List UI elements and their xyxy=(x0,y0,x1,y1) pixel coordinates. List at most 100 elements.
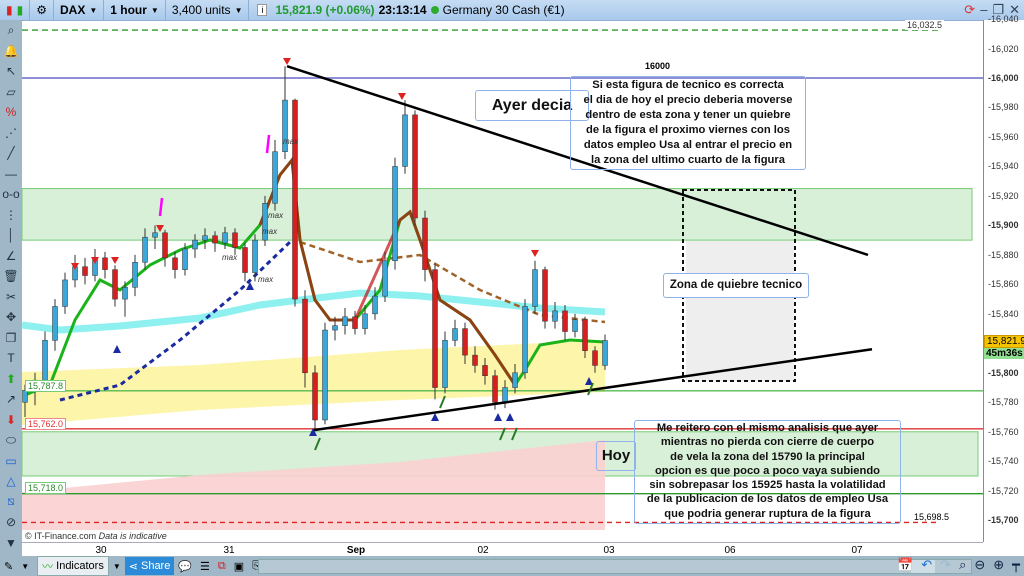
price-tick: -15,740 xyxy=(988,456,1019,467)
redo-icon[interactable]: ↷ xyxy=(940,557,952,572)
share-label: Share xyxy=(140,560,171,572)
pointer-icon[interactable]: ↖ xyxy=(5,64,17,79)
max-label: max xyxy=(222,253,238,262)
segment-icon[interactable]: ⋰ xyxy=(5,125,17,140)
candle-body xyxy=(342,316,348,326)
green-arrow-icon xyxy=(499,427,506,441)
more-icon[interactable]: ▼ xyxy=(5,535,17,550)
candle-body xyxy=(202,235,208,241)
instrument-select[interactable]: DAX ▼ xyxy=(54,0,105,20)
up-arrow-icon[interactable]: ⬆ xyxy=(5,371,17,386)
triangle-icon[interactable]: △ xyxy=(6,474,16,489)
vsegment-icon[interactable]: ⋮ xyxy=(5,207,17,222)
list-icon[interactable]: ☰ xyxy=(200,560,210,573)
instrument-name: Germany 30 Cash (€1) xyxy=(442,3,565,17)
percent-icon[interactable]: % xyxy=(5,105,17,120)
restore-icon[interactable]: ❐ xyxy=(992,2,1005,17)
candlestick-icon[interactable]: ▮ ▮ xyxy=(0,0,31,20)
price-tick: -15,940 xyxy=(988,161,1019,172)
chevron-down-icon[interactable]: ▼ xyxy=(21,561,30,571)
rectangle-icon[interactable]: ▭ xyxy=(5,453,17,468)
moving-average-brown xyxy=(299,240,606,324)
high-marker-icon xyxy=(531,250,539,257)
info-icon[interactable]: i xyxy=(257,4,268,16)
credit-text: © IT-Finance.com xyxy=(25,531,97,541)
alert-bell-icon[interactable]: 🔔 xyxy=(3,43,19,58)
calendar-icon[interactable]: 📅 xyxy=(897,557,914,572)
annotation-hoy-text[interactable]: Me reitero con el mismo analisis que aye… xyxy=(634,420,901,524)
comment-icon[interactable]: 💬 xyxy=(178,560,193,573)
candle-body xyxy=(22,390,28,403)
compare-icon[interactable]: ⧉ xyxy=(217,559,226,572)
share-button[interactable]: ⋖ Share xyxy=(124,557,175,575)
annotation-zona[interactable]: Zona de quiebre tecnico xyxy=(663,273,809,298)
horizontal-line-icon[interactable]: — xyxy=(5,166,17,181)
ruler-icon[interactable]: ▱ xyxy=(6,84,16,99)
candle-body xyxy=(382,260,388,297)
ellipse-icon[interactable]: ⬭ xyxy=(5,432,17,447)
candle-body xyxy=(222,232,228,244)
level-bottom-dashed: 15,698.5 xyxy=(914,512,950,522)
date-tick: 03 xyxy=(603,545,615,556)
moving-average-blue xyxy=(59,240,292,402)
ruler-icon[interactable]: ┯ xyxy=(1012,557,1020,572)
copy-icon[interactable]: ❐ xyxy=(5,330,17,345)
annotation-ayer-text[interactable]: Si esta figura de tecnico es correcta el … xyxy=(570,76,806,170)
last-price: 15,821.9 (+0.06%) xyxy=(275,3,375,17)
annotation-hoy[interactable]: Hoy xyxy=(596,441,636,471)
window-icon[interactable]: ▣ xyxy=(233,560,245,573)
ellipse-2-icon[interactable]: ⊘ xyxy=(5,515,17,530)
price-tick: -15,960 xyxy=(988,131,1019,142)
candle-body xyxy=(322,329,328,421)
scrollbar-thumb[interactable] xyxy=(911,560,935,573)
zoom-fit-icon[interactable]: ⌕ xyxy=(959,557,967,572)
chevron-down-icon[interactable]: ▼ xyxy=(112,561,121,571)
date-tick: 02 xyxy=(477,545,489,556)
zoom-in-icon[interactable]: ⊕ xyxy=(993,557,1005,572)
price-tick: -15,880 xyxy=(988,249,1019,260)
date-axis[interactable]: 30 31 Sep 02 03 06 07 xyxy=(22,542,983,557)
cyan-band xyxy=(21,289,606,334)
candle-body xyxy=(572,319,578,332)
trendline-icon[interactable]: ╱ xyxy=(7,146,15,161)
channel-icon[interactable]: ⧅ xyxy=(7,494,15,509)
screenshot-icon[interactable]: ⎘ xyxy=(252,559,261,572)
zoom-icon[interactable]: ⌕ xyxy=(7,22,15,37)
candle-body xyxy=(192,239,198,250)
level-top-dashed: 16,032.5 xyxy=(905,20,945,30)
settings-icon[interactable]: ⚙ xyxy=(30,0,54,20)
date-tick: Sep xyxy=(346,545,366,556)
units-select[interactable]: 3,400 units ▼ xyxy=(166,0,250,20)
close-icon[interactable]: ✕ xyxy=(1009,2,1020,17)
price-tick: -15,860 xyxy=(988,279,1019,290)
indicators-button[interactable]: 〰 Indicators xyxy=(37,556,109,576)
move-icon[interactable]: ✥ xyxy=(5,310,17,325)
low-marker-icon xyxy=(506,413,514,421)
instrument-label: DAX xyxy=(59,3,86,17)
price-tick: -15,760 xyxy=(988,426,1019,437)
zoom-out-icon[interactable]: ⊖ xyxy=(974,557,986,572)
minimize-icon[interactable]: – xyxy=(980,2,988,17)
candle-body xyxy=(392,166,398,262)
diagonal-arrow-icon[interactable]: ↗ xyxy=(5,392,17,407)
text-icon[interactable]: T xyxy=(7,351,15,366)
refresh-icon[interactable]: ⟳ xyxy=(964,2,976,17)
annotation-line: sin sobrepasar los 15925 hasta la volati… xyxy=(649,479,886,492)
horizontal-scrollbar[interactable] xyxy=(258,559,972,574)
angle-icon[interactable]: ∠ xyxy=(5,248,17,263)
tools-icon[interactable]: ✂ xyxy=(5,289,17,304)
annotation-ayer[interactable]: Ayer decia xyxy=(475,90,589,121)
vertical-line-icon[interactable]: │ xyxy=(7,228,15,243)
price-axis[interactable]: -16,040 -16,020 -16,000 -15,980 -15,960 -15,9… xyxy=(983,14,1024,542)
timeframe-select[interactable]: 1 hour ▼ xyxy=(104,0,166,20)
drawing-tools-icon[interactable]: ✎ xyxy=(4,560,14,573)
hsegment-icon[interactable]: o-o xyxy=(2,187,20,202)
down-arrow-icon[interactable]: ⬇ xyxy=(5,412,17,427)
candle-body xyxy=(362,313,368,329)
trash-icon[interactable]: 🗑 xyxy=(3,269,19,284)
current-price-label: 15,821.9 xyxy=(984,335,1024,348)
undo-icon[interactable]: ↶ xyxy=(921,557,933,572)
high-marker-icon xyxy=(111,257,119,264)
annotation-line: el dia de hoy el precio deberia moverse xyxy=(583,94,793,106)
